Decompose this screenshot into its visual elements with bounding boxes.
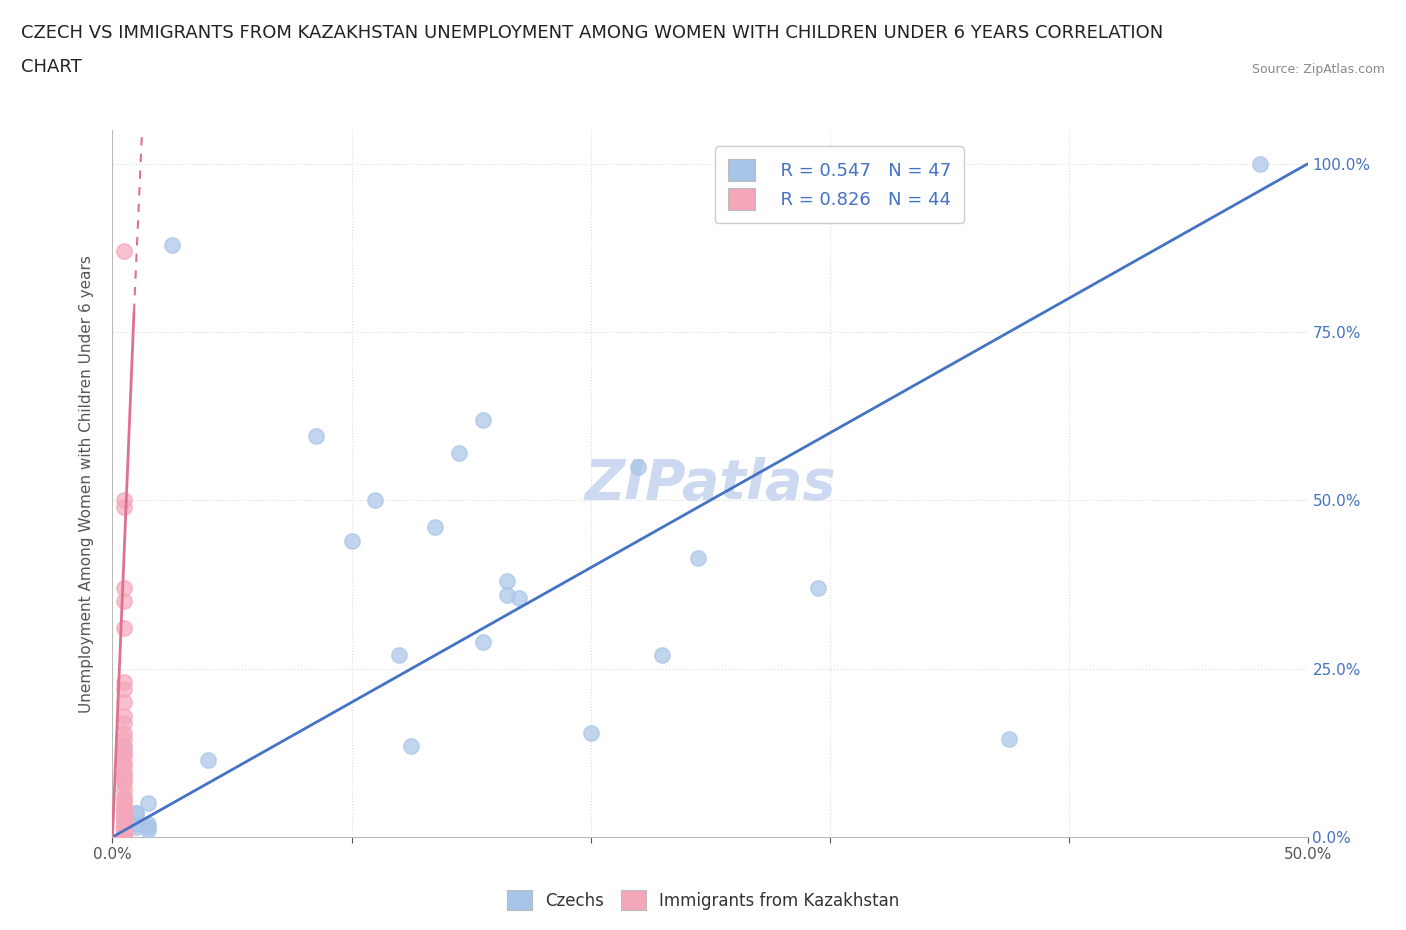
Point	[138, 817, 160, 831]
Y-axis label: Unemployment Among Women with Children Under 6 years: Unemployment Among Women with Children U…	[79, 255, 94, 712]
Point	[114, 769, 135, 784]
Point	[114, 823, 135, 838]
Point	[114, 803, 135, 817]
Point	[114, 715, 135, 730]
Point	[114, 594, 135, 609]
Point	[114, 803, 135, 817]
Point	[114, 806, 135, 821]
Point	[114, 759, 135, 774]
Point	[114, 732, 135, 747]
Point	[114, 738, 135, 753]
Point	[114, 827, 135, 842]
Text: ZIPatlas: ZIPatlas	[585, 457, 835, 511]
Point	[114, 823, 135, 838]
Point	[114, 749, 135, 764]
Point	[114, 493, 135, 508]
Point	[138, 819, 160, 834]
Point	[138, 823, 160, 838]
Point	[807, 580, 830, 595]
Point	[114, 826, 135, 841]
Point	[114, 792, 135, 807]
Text: CHART: CHART	[21, 59, 82, 76]
Point	[114, 765, 135, 780]
Point	[114, 755, 135, 770]
Point	[114, 830, 135, 844]
Point	[508, 591, 530, 605]
Point	[496, 587, 519, 602]
Point	[579, 725, 602, 740]
Legend:   R = 0.547   N = 47,   R = 0.826   N = 44: R = 0.547 N = 47, R = 0.826 N = 44	[714, 146, 965, 223]
Point	[114, 580, 135, 595]
Point	[686, 551, 709, 565]
Point	[114, 746, 135, 761]
Point	[114, 826, 135, 841]
Point	[114, 709, 135, 724]
Point	[114, 823, 135, 838]
Point	[114, 826, 135, 841]
Point	[114, 824, 135, 839]
Point	[125, 817, 148, 831]
Point	[125, 819, 148, 834]
Point	[114, 819, 135, 834]
Point	[425, 520, 447, 535]
Point	[627, 459, 650, 474]
Point	[114, 817, 135, 831]
Point	[114, 782, 135, 797]
Point	[114, 823, 135, 838]
Point	[998, 732, 1021, 747]
Point	[304, 429, 326, 444]
Point	[138, 796, 160, 811]
Point	[401, 738, 423, 753]
Point	[388, 648, 411, 663]
Point	[114, 621, 135, 636]
Point	[114, 803, 135, 817]
Point	[114, 823, 135, 838]
Point	[197, 752, 219, 767]
Point	[472, 412, 495, 427]
Point	[114, 499, 135, 514]
Point	[472, 634, 495, 649]
Point	[651, 648, 673, 663]
Point	[114, 813, 135, 828]
Point	[447, 445, 470, 460]
Point	[114, 799, 135, 814]
Point	[114, 813, 135, 828]
Point	[114, 819, 135, 834]
Point	[114, 742, 135, 757]
Point	[114, 826, 135, 841]
Point	[114, 826, 135, 841]
Point	[114, 828, 135, 843]
Point	[114, 695, 135, 710]
Point	[114, 813, 135, 828]
Point	[114, 821, 135, 836]
Point	[162, 237, 183, 252]
Text: CZECH VS IMMIGRANTS FROM KAZAKHSTAN UNEMPLOYMENT AMONG WOMEN WITH CHILDREN UNDER: CZECH VS IMMIGRANTS FROM KAZAKHSTAN UNEM…	[21, 24, 1163, 42]
Point	[114, 796, 135, 811]
Point	[114, 826, 135, 841]
Point	[114, 823, 135, 838]
Legend: Czechs, Immigrants from Kazakhstan: Czechs, Immigrants from Kazakhstan	[501, 884, 905, 917]
Point	[114, 725, 135, 740]
Point	[114, 829, 135, 844]
Point	[114, 790, 135, 804]
Text: Source: ZipAtlas.com: Source: ZipAtlas.com	[1251, 63, 1385, 76]
Point	[114, 244, 135, 259]
Point	[114, 809, 135, 824]
Point	[340, 534, 363, 549]
Point	[114, 675, 135, 690]
Point	[114, 829, 135, 844]
Point	[114, 823, 135, 838]
Point	[364, 493, 387, 508]
Point	[114, 825, 135, 840]
Point	[125, 806, 148, 821]
Point	[114, 809, 135, 824]
Point	[114, 772, 135, 787]
Point	[114, 682, 135, 697]
Point	[1249, 156, 1271, 171]
Point	[114, 776, 135, 790]
Point	[125, 806, 148, 821]
Point	[114, 826, 135, 841]
Point	[496, 574, 519, 589]
